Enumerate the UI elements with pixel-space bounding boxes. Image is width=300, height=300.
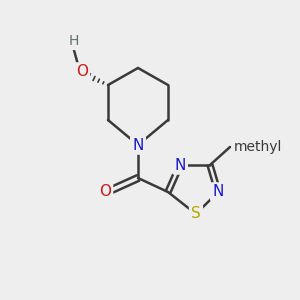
Text: N: N	[212, 184, 224, 200]
Text: methyl: methyl	[234, 140, 282, 154]
Text: O: O	[76, 64, 88, 80]
Text: N: N	[132, 137, 144, 152]
Text: S: S	[191, 206, 201, 221]
Text: H: H	[69, 34, 79, 48]
Text: N: N	[174, 158, 186, 172]
Text: O: O	[99, 184, 111, 200]
